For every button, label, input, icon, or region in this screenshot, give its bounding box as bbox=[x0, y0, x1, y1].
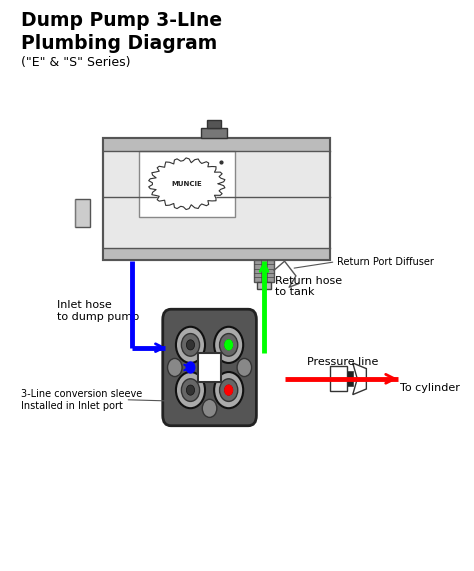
Circle shape bbox=[185, 361, 195, 373]
Bar bbox=[103, 139, 330, 260]
Circle shape bbox=[224, 384, 233, 396]
Bar bbox=[103, 248, 330, 260]
Text: To cylinder: To cylinder bbox=[401, 383, 460, 393]
Polygon shape bbox=[149, 158, 225, 210]
Bar bbox=[347, 372, 353, 386]
Circle shape bbox=[219, 379, 238, 401]
Bar bbox=[103, 139, 330, 260]
Text: Return Port Diffuser: Return Port Diffuser bbox=[337, 257, 434, 267]
Bar bbox=[139, 151, 235, 216]
Circle shape bbox=[176, 372, 205, 408]
Text: Return hose
to tank: Return hose to tank bbox=[275, 276, 343, 297]
Circle shape bbox=[167, 359, 182, 376]
Bar bbox=[103, 139, 330, 151]
Circle shape bbox=[202, 399, 217, 417]
Text: ("E" & "S" Series): ("E" & "S" Series) bbox=[21, 57, 130, 70]
Circle shape bbox=[214, 372, 243, 408]
Bar bbox=[254, 260, 274, 282]
Circle shape bbox=[182, 333, 200, 356]
Polygon shape bbox=[353, 363, 366, 395]
Bar bbox=[198, 353, 221, 382]
Bar bbox=[330, 367, 347, 391]
Circle shape bbox=[225, 340, 233, 350]
Bar bbox=[207, 120, 221, 128]
Bar bbox=[75, 199, 90, 227]
Circle shape bbox=[224, 339, 233, 351]
Text: Inlet hose
to dump pump: Inlet hose to dump pump bbox=[57, 300, 139, 321]
Text: MUNCIE: MUNCIE bbox=[172, 180, 202, 187]
Text: Dump Pump 3-LIne: Dump Pump 3-LIne bbox=[21, 11, 222, 30]
Text: 3-Line conversion sleeve
Installed in Inlet port: 3-Line conversion sleeve Installed in In… bbox=[21, 389, 142, 411]
Text: Pressure line: Pressure line bbox=[307, 357, 379, 367]
Circle shape bbox=[237, 359, 252, 376]
Circle shape bbox=[182, 379, 200, 401]
Circle shape bbox=[219, 333, 238, 356]
Circle shape bbox=[186, 340, 194, 350]
FancyBboxPatch shape bbox=[163, 309, 256, 426]
Circle shape bbox=[214, 327, 243, 363]
Bar bbox=[257, 282, 272, 289]
Circle shape bbox=[186, 385, 194, 395]
Circle shape bbox=[225, 385, 233, 395]
Bar bbox=[201, 128, 227, 139]
Text: Plumbing Diagram: Plumbing Diagram bbox=[21, 34, 217, 53]
Circle shape bbox=[176, 327, 205, 363]
